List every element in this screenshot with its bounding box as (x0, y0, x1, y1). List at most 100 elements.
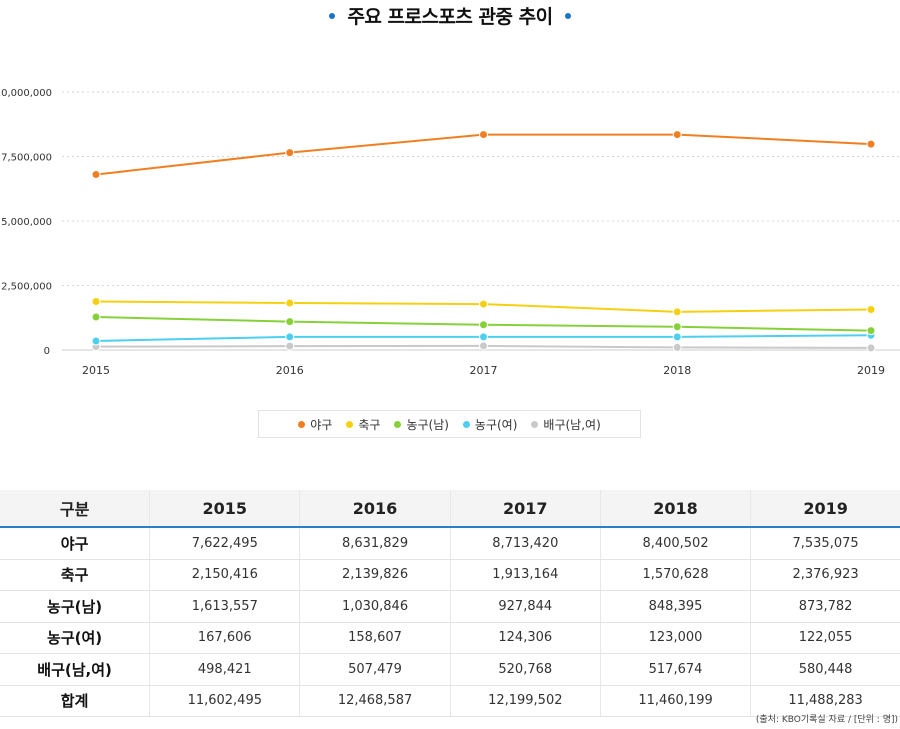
value-cell: 2,139,826 (299, 559, 451, 591)
row-label-cell: 합계 (0, 685, 151, 717)
line-chart: 10,000,000 7,500,000 5,000,000 2,500,000 0 20… (0, 88, 900, 377)
value-cell: 8,713,420 (450, 527, 601, 560)
legend-marker (462, 420, 470, 428)
data-point (285, 148, 295, 158)
table-row: 농구(남) 1,613,557 1,030,846 927,844 848,395 873… (0, 590, 900, 623)
table-row: 야구 7,622,495 8,631,829 8,713,420 8,400,502 7,… (0, 527, 900, 560)
legend-marker (346, 420, 354, 428)
attendance-table: 구분 2015 2016 2017 2018 2019 야구 7,622,495 8,631,… (0, 490, 900, 717)
x-tick-label: 2018 (663, 364, 691, 377)
data-point (672, 322, 682, 332)
legend-marker (298, 420, 306, 428)
table-row: 배구(남,여) 498,421 507,479 520,768 517,674 580,4… (0, 653, 900, 686)
table-header-cell: 2015 (149, 490, 301, 528)
data-point (91, 296, 101, 306)
y-tick-label: 5,000,000 (1, 217, 52, 228)
legend-label: 농구(여) (474, 417, 518, 432)
value-cell: 11,488,283 (750, 685, 900, 717)
value-cell: 8,631,829 (299, 527, 451, 560)
data-point (285, 332, 295, 342)
value-cell: 123,000 (600, 622, 752, 654)
legend-marker (531, 420, 539, 428)
data-point (91, 336, 101, 346)
legend-label: 축구 (358, 417, 381, 432)
row-label-cell: 농구(여) (0, 622, 151, 654)
row-label-cell: 야구 (0, 527, 151, 560)
value-cell: 7,622,495 (149, 527, 301, 560)
value-cell: 8,400,502 (600, 527, 752, 560)
table-header-row: 구분 2015 2016 2017 2018 2019 (0, 490, 900, 528)
value-cell: 1,613,557 (149, 590, 301, 623)
data-point (479, 130, 488, 140)
legend-item: 배구(남,여) (531, 416, 601, 433)
chart-legend: 야구 축구 농구(남) 농구(여) 배구(남,여) (258, 410, 641, 438)
value-cell: 498,421 (149, 653, 301, 686)
data-point (866, 326, 876, 336)
value-cell: 507,479 (299, 653, 451, 686)
value-cell: 848,395 (600, 590, 752, 623)
data-point (285, 298, 295, 308)
data-point (479, 332, 488, 342)
source-note: (출처: KBO기록실 자료 / [단위 : 명]) (755, 715, 898, 725)
value-cell: 122,055 (750, 622, 900, 654)
table-header-cell: 2019 (750, 490, 900, 528)
data-point (866, 304, 876, 314)
legend-marker (394, 420, 402, 428)
value-cell: 11,460,199 (600, 685, 752, 717)
data-point (866, 139, 876, 149)
legend-item: 축구 (346, 416, 380, 433)
value-cell: 520,768 (450, 653, 601, 686)
x-tick-label: 2015 (82, 364, 110, 377)
table-row: 축구 2,150,416 2,139,826 1,913,164 1,570,628 2,… (0, 559, 900, 591)
table-body: 야구 7,622,495 8,631,829 8,713,420 8,400,502 7,… (0, 527, 900, 717)
row-label-cell: 축구 (0, 559, 151, 591)
data-point (672, 332, 682, 342)
data-point (91, 312, 101, 322)
value-cell: 1,913,164 (450, 559, 601, 591)
value-cell: 2,150,416 (149, 559, 301, 591)
row-label-cell: 배구(남,여) (0, 653, 151, 686)
data-point (672, 307, 682, 317)
y-tick-label: 0 (44, 346, 50, 357)
table-header-cell: 구분 (0, 490, 151, 528)
data-point (479, 341, 488, 351)
data-point (285, 317, 295, 327)
data-point (479, 320, 488, 330)
value-cell: 1,570,628 (600, 559, 752, 591)
chart-title: 주요 프로스포츠 관중 추이 (0, 2, 900, 29)
value-cell: 7,535,075 (750, 527, 900, 560)
value-cell: 517,674 (600, 653, 752, 686)
value-cell: 158,607 (299, 622, 451, 654)
x-tick-label: 2017 (470, 364, 498, 377)
value-cell: 927,844 (450, 590, 601, 623)
legend-label: 농구(남) (406, 417, 449, 432)
value-cell: 1,030,846 (299, 590, 451, 623)
value-cell: 580,448 (750, 653, 900, 686)
table-header-cell: 2016 (299, 490, 451, 528)
legend-label: 야구 (310, 417, 333, 432)
title-bullet-right (564, 12, 571, 19)
title-bullet-left (329, 12, 336, 19)
value-cell: 873,782 (750, 590, 900, 623)
table-header-cell: 2018 (600, 490, 752, 528)
value-cell: 12,468,587 (299, 685, 451, 717)
x-tick-label: 2019 (857, 364, 885, 377)
data-point (479, 299, 488, 309)
table-row: 합계 11,602,495 12,468,587 12,199,502 11,460,1… (0, 685, 900, 717)
value-cell: 12,199,502 (450, 685, 601, 717)
legend-item: 야구 (298, 416, 332, 433)
y-tick-label: 7,500,000 (1, 153, 52, 164)
data-point (91, 170, 101, 180)
legend-item: 농구(남) (394, 416, 449, 433)
value-cell: 11,602,495 (149, 685, 301, 717)
value-cell: 124,306 (450, 622, 601, 654)
y-tick-label: 2,500,000 (1, 282, 52, 293)
row-label-cell: 농구(남) (0, 590, 151, 623)
value-cell: 167,606 (149, 622, 301, 654)
chart-title-text: 주요 프로스포츠 관중 추이 (347, 6, 553, 28)
legend-item: 농구(여) (462, 416, 518, 433)
table-header-cell: 2017 (450, 490, 601, 528)
data-point (672, 342, 682, 352)
table-row: 농구(여) 167,606 158,607 124,306 123,000 122,055 (0, 622, 900, 654)
x-tick-label: 2016 (276, 364, 304, 377)
